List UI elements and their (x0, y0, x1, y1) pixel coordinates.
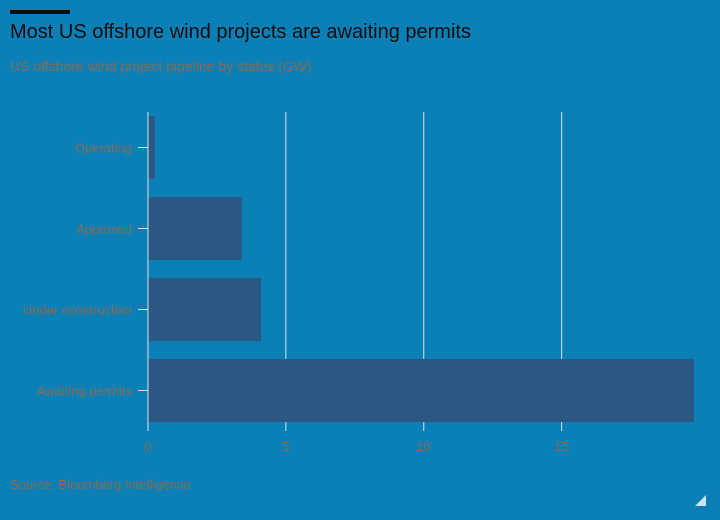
chart-title: Most US offshore wind projects are await… (10, 21, 471, 43)
source-note: Source: Bloomberg Intelligence (10, 477, 191, 492)
bar-under-construction (148, 277, 262, 342)
title-rule (10, 10, 70, 14)
bar-approved (148, 196, 242, 261)
category-label-0: Operating (75, 141, 132, 156)
bars (148, 115, 694, 423)
chart-subtitle: US offshore wind project pipeline by sta… (10, 58, 312, 74)
x-tick-label-0: 0 (144, 439, 151, 454)
bar-operating (148, 115, 155, 180)
x-tick-label-3: 15 (554, 439, 568, 454)
category-label-1: Approved (76, 222, 132, 237)
x-tick-label-1: 5 (282, 439, 289, 454)
bar-awaiting-permits (148, 358, 694, 423)
resize-icon (695, 495, 706, 506)
category-label-3: Awaiting permits (37, 384, 133, 399)
category-label-2: Under construction (23, 303, 132, 318)
x-tick-label-2: 10 (417, 439, 431, 454)
axes: 0 5 10 15 Operating Approved Under constructio… (23, 112, 569, 454)
